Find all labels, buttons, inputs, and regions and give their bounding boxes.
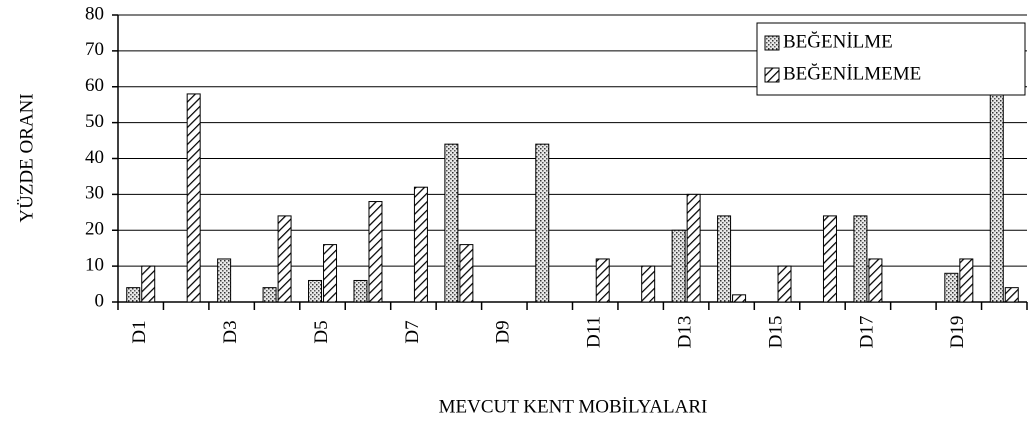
- bar: [959, 258, 974, 303]
- y-tick-label: 20: [85, 219, 104, 240]
- x-tick-label: D7: [402, 320, 423, 343]
- bar: [186, 93, 201, 303]
- bar: [444, 143, 459, 303]
- bar: [535, 143, 550, 303]
- legend-label: BEĞENİLME: [783, 30, 893, 52]
- x-tick-label: D19: [947, 316, 968, 349]
- legend-box: [756, 22, 1026, 96]
- bar: [413, 186, 428, 303]
- bar: [777, 265, 792, 303]
- legend-swatch: [764, 35, 780, 51]
- y-tick-label: 70: [85, 39, 104, 60]
- x-tick-label: D17: [856, 316, 877, 349]
- bar: [868, 258, 883, 303]
- bar: [732, 294, 747, 303]
- bar: [944, 272, 959, 303]
- bar: [822, 215, 837, 303]
- bar: [717, 215, 732, 303]
- bar: [308, 279, 323, 303]
- y-tick-label: 80: [85, 3, 104, 24]
- x-tick-label: D15: [765, 316, 786, 349]
- legend-swatch: [764, 67, 780, 83]
- bar: [217, 258, 232, 303]
- x-axis-label: MEVCUT KENT MOBİLYALARI: [439, 396, 708, 417]
- bar: [686, 193, 701, 303]
- bar: [459, 244, 474, 303]
- bar: [323, 244, 338, 303]
- y-tick-label: 50: [85, 111, 104, 132]
- y-axis-label: YÜZDE ORANI: [16, 93, 37, 222]
- bar: [671, 229, 686, 303]
- x-tick-label: D11: [584, 316, 605, 348]
- bar: [126, 287, 141, 303]
- y-tick-label: 10: [85, 254, 104, 275]
- y-tick-label: 40: [85, 147, 104, 168]
- x-tick-label: D5: [311, 320, 332, 343]
- bar: [853, 215, 868, 303]
- bar: [641, 265, 656, 303]
- bar: [1004, 287, 1019, 303]
- y-tick-label: 30: [85, 183, 104, 204]
- bar: [262, 287, 277, 303]
- legend-label: BEĞENİLMEME: [783, 62, 921, 84]
- x-tick-label: D13: [674, 316, 695, 349]
- bar: [353, 279, 368, 303]
- x-tick-label: D9: [493, 320, 514, 343]
- bar: [277, 215, 292, 303]
- bar: [141, 265, 156, 303]
- x-tick-label: D3: [220, 320, 241, 343]
- y-tick-label: 0: [95, 290, 105, 311]
- bar: [595, 258, 610, 303]
- x-tick-label: D1: [129, 320, 150, 343]
- bar: [368, 201, 383, 303]
- y-tick-label: 60: [85, 75, 104, 96]
